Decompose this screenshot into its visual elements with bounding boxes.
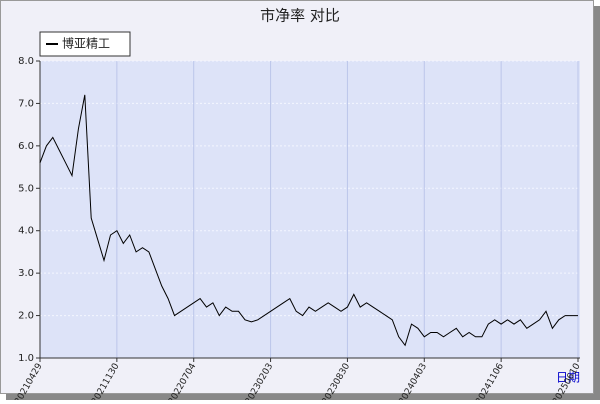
y-tick-label: 5.0	[18, 183, 34, 194]
plot-area	[40, 61, 580, 358]
y-tick-label: 4.0	[18, 226, 34, 237]
shadow	[6, 394, 600, 400]
y-tick-label: 7.0	[18, 98, 34, 109]
x-axis-label: 日期	[556, 371, 580, 385]
y-tick-label: 3.0	[18, 268, 34, 279]
y-tick-label: 2.0	[18, 311, 34, 322]
legend-label: 博亚精工	[62, 36, 110, 51]
y-tick-label: 6.0	[18, 141, 34, 152]
data-line	[39, 94, 578, 347]
shadow	[594, 6, 600, 400]
y-tick-label: 1.0	[18, 353, 34, 364]
y-tick-label: 8.0	[18, 56, 34, 67]
chart-title: 市净率 对比	[260, 7, 340, 25]
